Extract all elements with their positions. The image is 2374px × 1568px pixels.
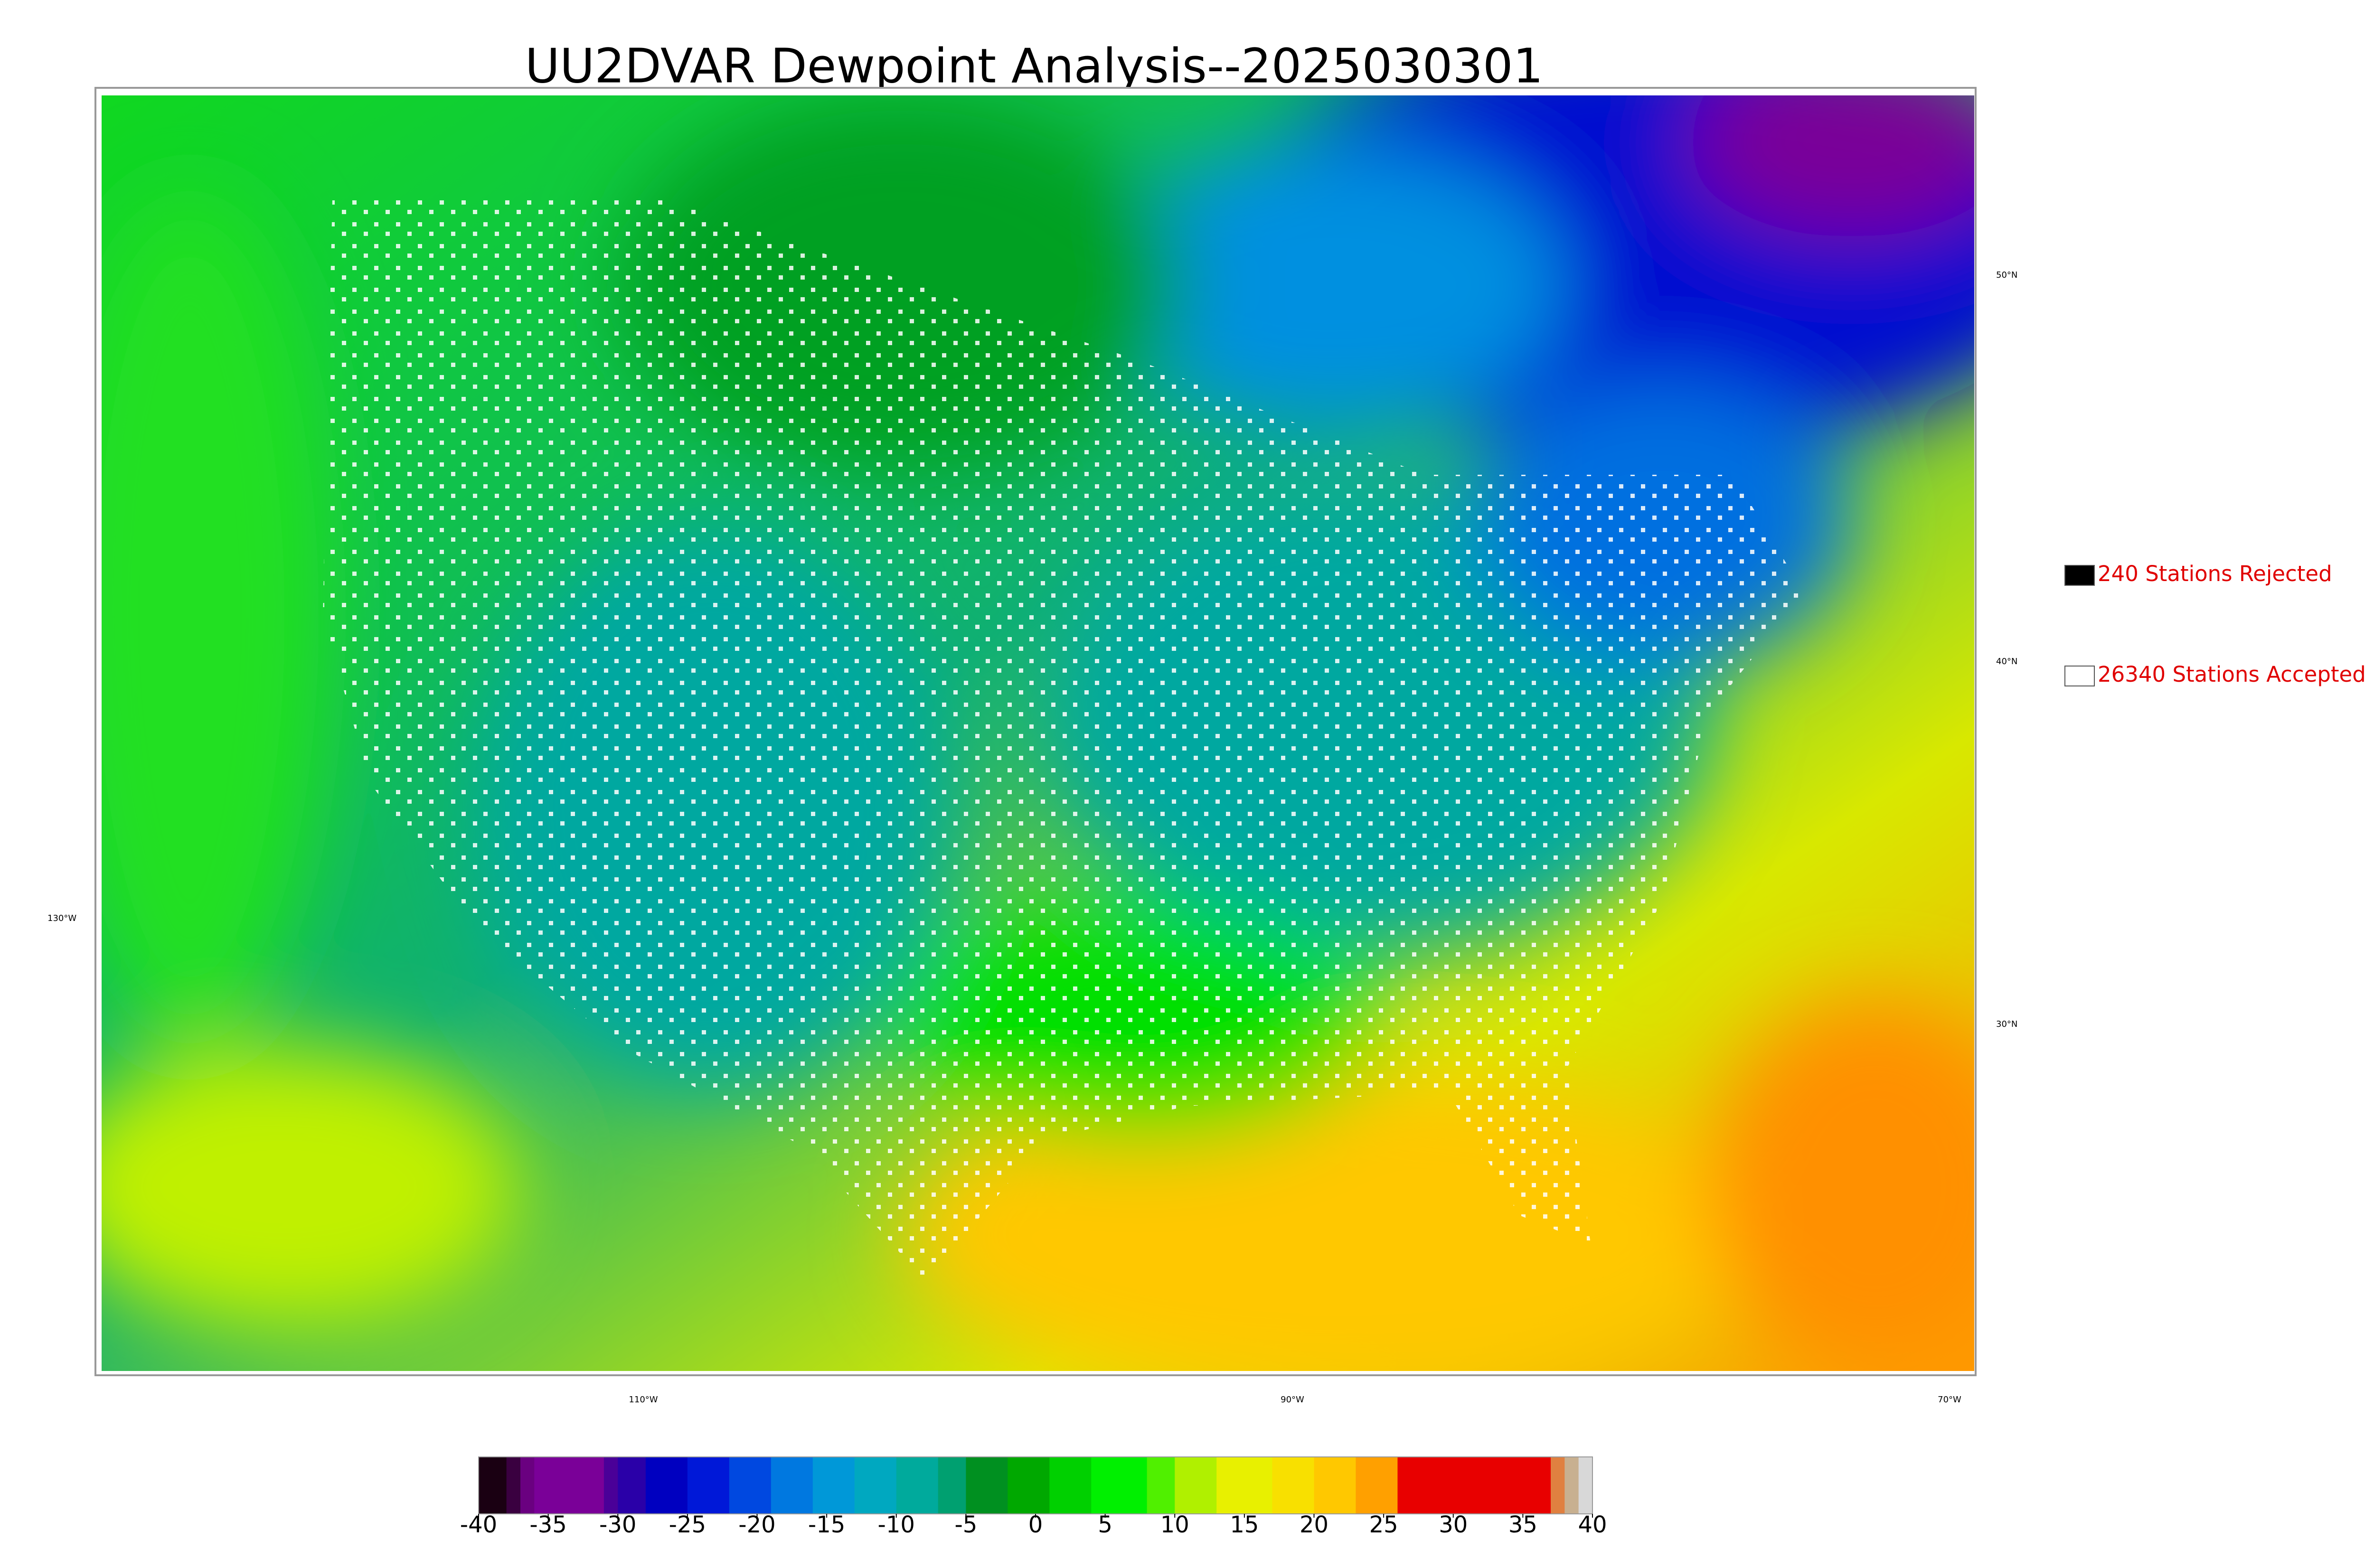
colorbar-tick-label: 0 [1028,1512,1043,1538]
colorbar-tick-label: 10 [1160,1512,1189,1538]
colorbar-tick-label: -25 [669,1512,706,1538]
map [102,95,1974,1371]
colorbar-segment [1008,1457,1050,1514]
lon-label: 110°W [629,1395,658,1405]
colorbar-segment [1356,1457,1398,1514]
colorbar-segment [534,1457,604,1514]
lat-label: 50°N [1996,270,2017,280]
colorbar-segment [966,1457,1008,1514]
colorbar-segment [1049,1457,1092,1514]
colorbar-segment [1564,1457,1579,1514]
lon-label: 90°W [1281,1395,1304,1405]
graticule-labels: 50°N 40°N 30°N 130°W 110°W 90°W 70°W [47,270,2017,1405]
colorbar-segment [854,1457,897,1514]
colorbar: -40 -35 -30 -25 -20 -15 -10 -5 0 5 10 15 20 25 30 35 40 [460,1456,1607,1538]
colorbar-segment [729,1457,772,1514]
colorbar-tick-label: -20 [738,1512,775,1538]
colorbar-segment [520,1457,535,1514]
colorbar-tick-label: -35 [529,1512,566,1538]
lon-label: 130°W [47,913,76,923]
colorbar-segment [603,1457,618,1514]
colorbar-segment [812,1457,855,1514]
colorbar-tick-label: 40 [1578,1512,1607,1538]
colorbar-segment [1175,1457,1217,1514]
colorbar-tick-label: 30 [1439,1512,1468,1538]
colorbar-tick-label: -40 [460,1512,497,1538]
legend-label: 26340 Stations Accepted [2098,662,2366,687]
colorbar-segment [1147,1457,1175,1514]
colorbar-segment [1272,1457,1314,1514]
lon-label: 70°W [1938,1395,1961,1405]
colorbar-segment [1314,1457,1356,1514]
legend-swatch [2064,666,2095,686]
station-dots [323,199,1804,1282]
colorbar-segment [687,1457,730,1514]
colorbar-segment [896,1457,939,1514]
colorbar-segment [771,1457,813,1514]
legend-swatch [2064,565,2095,586]
lat-label: 40°N [1996,657,2017,667]
colorbar-segment [1551,1457,1565,1514]
colorbar-segment [506,1457,521,1514]
colorbar-segment [1091,1457,1148,1514]
colorbar-segment [618,1457,646,1514]
colorbar-tick-label: -15 [808,1512,845,1538]
colorbar-segment [645,1457,688,1514]
colorbar-segment [1397,1457,1551,1514]
colorbar-tick-label: 35 [1508,1512,1537,1538]
colorbar-tick-label: -30 [599,1512,636,1538]
legend: 240 Stations Rejected 26340 Stations Acce… [2064,561,2366,687]
colorbar-segment [1216,1457,1273,1514]
lat-label: 30°N [1996,1019,2017,1029]
colorbar-segment [479,1457,507,1514]
colorbar-tick-label: 5 [1098,1512,1112,1538]
colorbar-tick-label: 20 [1300,1512,1328,1538]
colorbar-tick-label: 15 [1230,1512,1259,1538]
colorbar-tick-label: -5 [954,1512,977,1538]
legend-label: 240 Stations Rejected [2098,561,2332,586]
colorbar-tick-label: -10 [878,1512,915,1538]
colorbar-segment [938,1457,966,1514]
colorbar-tick-label: 25 [1369,1512,1398,1538]
title: UU2DVAR Dewpoint Analysis--2025030301 [525,38,1543,94]
colorbar-segment [1578,1457,1593,1514]
